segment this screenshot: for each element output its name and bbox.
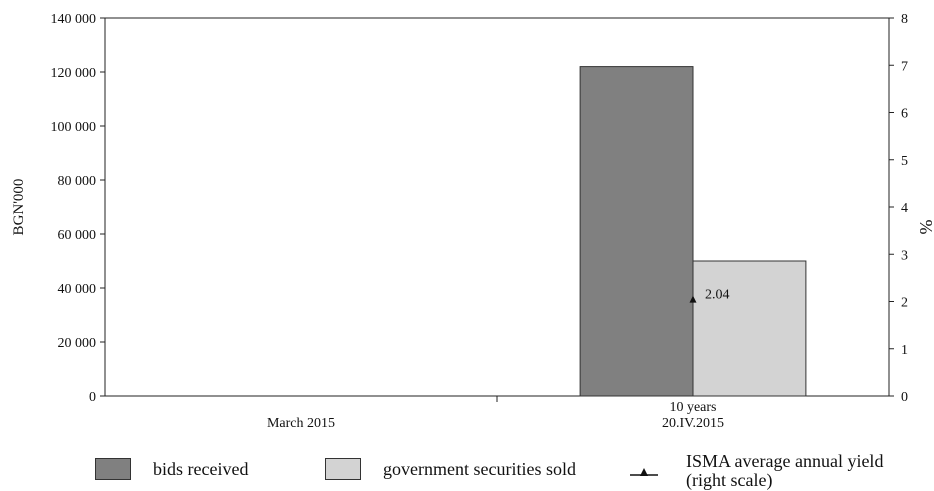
legend-label-isma-yield: ISMA average annual yield (right scale) — [686, 451, 884, 490]
left-axis-tick-label: 40 000 — [58, 282, 97, 297]
legend-label-bids-received: bids received — [153, 458, 249, 479]
yield-data-label: 2.04 — [705, 288, 730, 303]
category-label: 10 years 20.IV.2015 — [662, 400, 724, 431]
left-axis-tick-label: 0 — [89, 390, 96, 405]
legend-item-securities-sold: government securities sold — [325, 458, 576, 480]
legend-swatch-securities-sold — [325, 458, 361, 480]
right-axis-tick-label: 7 — [901, 59, 908, 74]
right-axis-tick-label: 8 — [901, 12, 908, 27]
category-label-line: 20.IV.2015 — [662, 416, 724, 431]
right-axis-tick-label: 4 — [901, 201, 908, 216]
bar-bids-received — [579, 66, 694, 397]
left-axis-tick-label: 20 000 — [58, 336, 97, 351]
right-axis-tick-label: 1 — [901, 343, 908, 358]
left-axis-tick-label: 60 000 — [58, 228, 97, 243]
legend-item-isma-yield: ISMA average annual yield (right scale) — [628, 452, 883, 490]
right-axis-tick-label: 2 — [901, 296, 908, 311]
legend-label-securities-sold: government securities sold — [383, 458, 576, 479]
right-axis-tick-label: 3 — [901, 248, 908, 263]
category-label: March 2015 — [267, 416, 335, 431]
legend-item-bids-received: bids received — [95, 458, 248, 480]
right-axis-tick-label: 0 — [901, 390, 908, 405]
chart: 0 20 000 40 000 60 000 80 000 100 000 120 000 1… — [11, 12, 934, 431]
legend: bids received government securities sold… — [0, 452, 934, 491]
right-axis-tick-label: 5 — [901, 154, 908, 169]
category-label-line: 10 years — [669, 400, 716, 415]
left-axis-tick-label: 100 000 — [51, 120, 97, 135]
yield-marker — [689, 295, 697, 303]
bar-government-securities-sold — [692, 260, 807, 397]
right-axis-title: % — [916, 220, 934, 235]
category-label-line: March 2015 — [267, 416, 335, 431]
left-axis-tick-label: 80 000 — [58, 174, 97, 189]
right-axis-tick-label: 6 — [901, 107, 908, 122]
legend-swatch-bids-received — [95, 458, 131, 480]
left-axis-tick-label: 140 000 — [51, 12, 97, 27]
legend-triangle-line-icon — [630, 468, 658, 476]
left-axis-title: BGN'000 — [11, 179, 27, 236]
left-axis-tick-label: 120 000 — [51, 66, 97, 81]
